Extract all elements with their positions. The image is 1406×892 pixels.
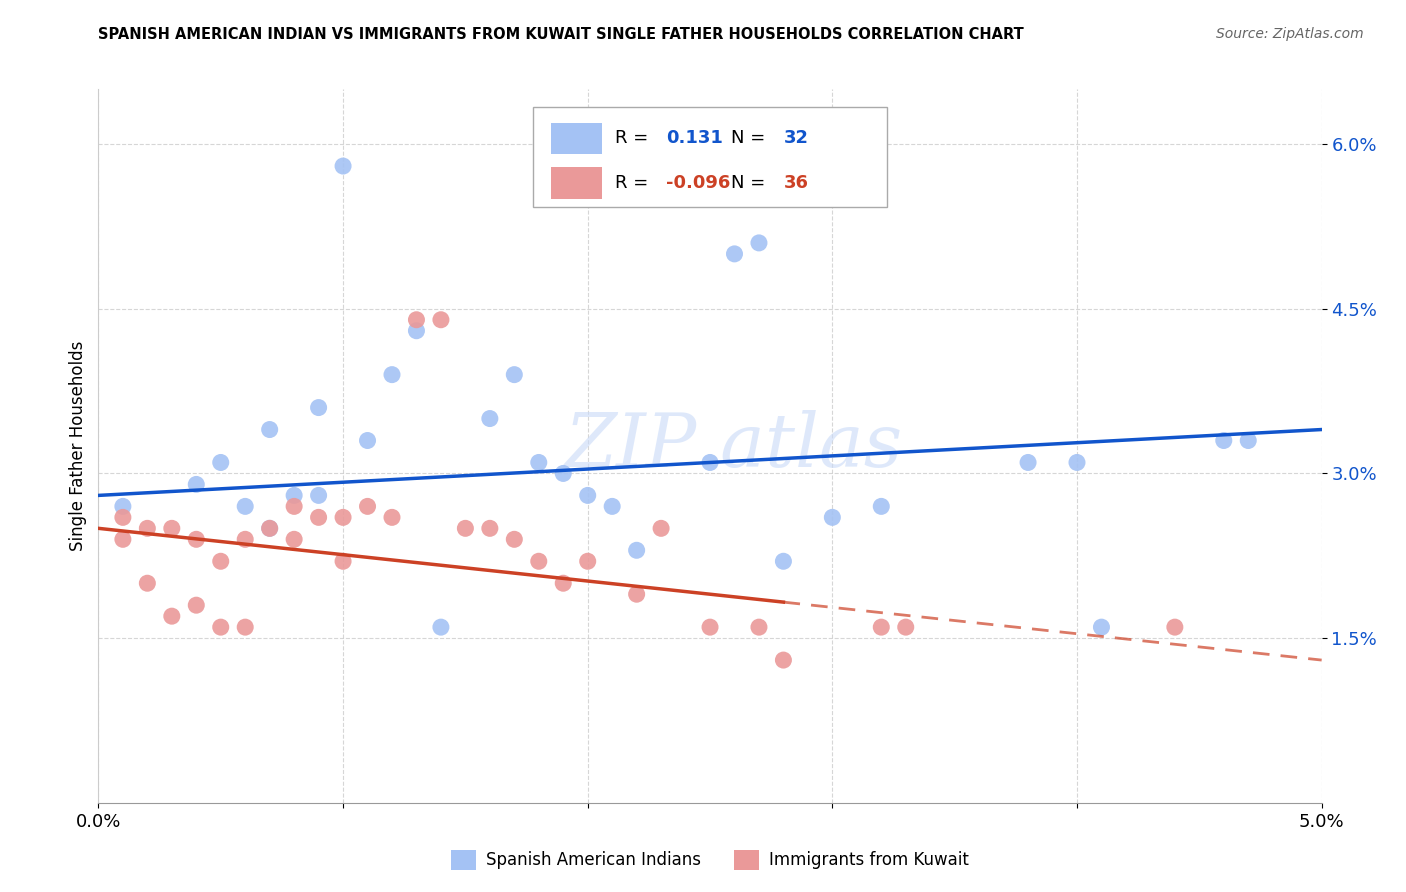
FancyBboxPatch shape: [533, 107, 887, 207]
Point: [503, 368, 526, 382]
Text: ZIP atlas: ZIP atlas: [565, 409, 904, 483]
Point: [259, 521, 281, 535]
Text: N =: N =: [731, 174, 770, 192]
Point: [723, 247, 745, 261]
Point: [209, 455, 232, 469]
Legend: Spanish American Indians, Immigrants from Kuwait: Spanish American Indians, Immigrants fro…: [444, 843, 976, 877]
Point: [136, 521, 159, 535]
Text: Source: ZipAtlas.com: Source: ZipAtlas.com: [1216, 27, 1364, 41]
Point: [699, 455, 721, 469]
Point: [478, 521, 501, 535]
Point: [356, 500, 378, 514]
Point: [430, 620, 453, 634]
Point: [308, 488, 330, 502]
Point: [1237, 434, 1260, 448]
Point: [209, 554, 232, 568]
Point: [1090, 620, 1112, 634]
Point: [870, 620, 893, 634]
Point: [111, 533, 134, 547]
Point: [748, 235, 770, 250]
Point: [1164, 620, 1187, 634]
Point: [332, 554, 354, 568]
Point: [1212, 434, 1234, 448]
Point: [1017, 455, 1039, 469]
Point: [233, 533, 256, 547]
Point: [772, 554, 794, 568]
Point: [626, 587, 648, 601]
Point: [454, 521, 477, 535]
Point: [503, 533, 526, 547]
Point: [233, 620, 256, 634]
Point: [527, 455, 550, 469]
Point: [576, 488, 599, 502]
Point: [259, 423, 281, 437]
Point: [870, 500, 893, 514]
Point: [233, 500, 256, 514]
Text: 0.131: 0.131: [666, 129, 723, 147]
Point: [308, 510, 330, 524]
Point: [160, 521, 183, 535]
Point: [576, 554, 599, 568]
Point: [186, 477, 208, 491]
Point: [381, 510, 404, 524]
Point: [553, 467, 575, 481]
Text: SPANISH AMERICAN INDIAN VS IMMIGRANTS FROM KUWAIT SINGLE FATHER HOUSEHOLDS CORRE: SPANISH AMERICAN INDIAN VS IMMIGRANTS FR…: [98, 27, 1024, 42]
Point: [332, 510, 354, 524]
Point: [136, 576, 159, 591]
Point: [430, 312, 453, 326]
Point: [308, 401, 330, 415]
Text: -0.096: -0.096: [666, 174, 730, 192]
Text: N =: N =: [731, 129, 770, 147]
FancyBboxPatch shape: [551, 123, 602, 154]
Point: [259, 521, 281, 535]
Point: [209, 620, 232, 634]
Point: [186, 533, 208, 547]
Point: [699, 620, 721, 634]
Text: 36: 36: [783, 174, 808, 192]
Point: [381, 368, 404, 382]
Point: [160, 609, 183, 624]
Text: R =: R =: [614, 129, 654, 147]
Point: [553, 576, 575, 591]
Point: [405, 312, 427, 326]
Point: [283, 500, 305, 514]
Point: [405, 324, 427, 338]
Point: [626, 543, 648, 558]
Point: [650, 521, 672, 535]
Point: [111, 510, 134, 524]
Point: [186, 598, 208, 612]
Point: [1066, 455, 1088, 469]
Text: R =: R =: [614, 174, 654, 192]
Point: [600, 500, 623, 514]
Point: [748, 620, 770, 634]
Point: [111, 500, 134, 514]
FancyBboxPatch shape: [551, 168, 602, 199]
Point: [772, 653, 794, 667]
Y-axis label: Single Father Households: Single Father Households: [69, 341, 87, 551]
Point: [821, 510, 844, 524]
Point: [283, 533, 305, 547]
Point: [478, 411, 501, 425]
Text: 32: 32: [783, 129, 808, 147]
Point: [332, 159, 354, 173]
Point: [527, 554, 550, 568]
Point: [356, 434, 378, 448]
Point: [283, 488, 305, 502]
Point: [894, 620, 917, 634]
